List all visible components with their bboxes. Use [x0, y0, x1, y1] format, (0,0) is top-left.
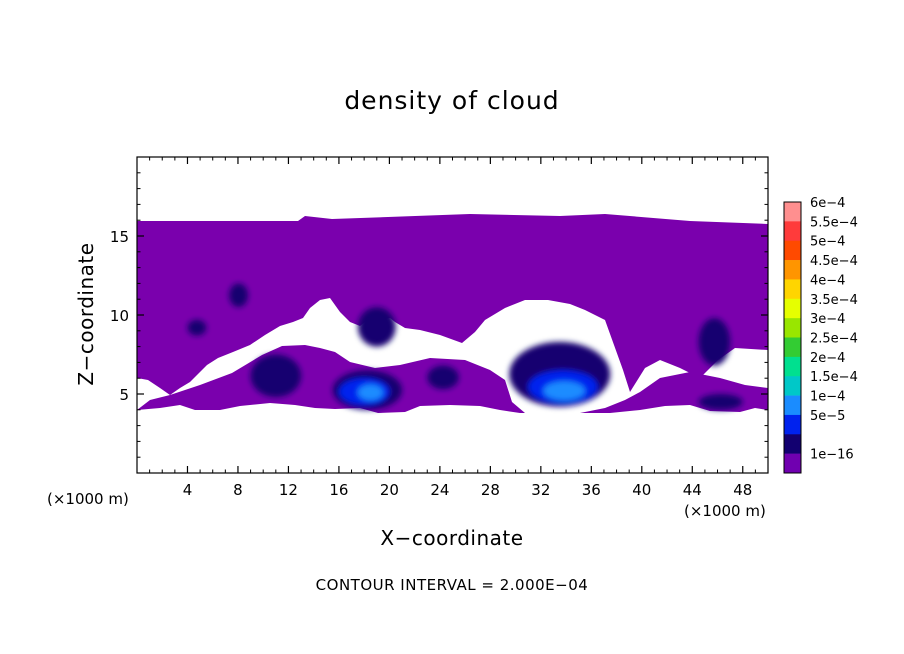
contour-region	[357, 307, 396, 347]
contour-region	[229, 283, 249, 308]
y-tick-label: 15	[110, 228, 129, 246]
colorbar-label: 6e−4	[810, 196, 845, 211]
colorbar-label: 3e−4	[810, 312, 845, 327]
x-unit-label-left: (×1000 m)	[47, 490, 129, 508]
x-axis-label: X−coordinate	[380, 526, 524, 550]
colorbar: 6e−4 5.5e−4 5e−4 4.5e−4 4e−4 3.5e−4 3e−4 2.5e−4…	[783, 196, 858, 474]
colorbar-swatch	[784, 434, 801, 454]
colorbar-swatch	[784, 221, 801, 242]
colorbar-label: 3.5e−4	[810, 293, 858, 308]
x-tick-label: 4	[183, 481, 193, 499]
colorbar-swatch	[784, 318, 801, 338]
x-tick-label: 28	[481, 481, 500, 499]
colorbar-label: 2e−4	[810, 351, 845, 366]
x-tick-label: 32	[531, 481, 550, 499]
colorbar-swatch	[784, 414, 801, 435]
colorbar-swatch	[784, 279, 801, 300]
colorbar-label: 5e−5	[810, 409, 845, 424]
colorbar-label: 5e−4	[810, 235, 845, 250]
y-tick-label: 10	[110, 307, 129, 325]
y-tick-label: 5	[119, 386, 129, 404]
colorbar-swatch	[784, 453, 801, 474]
x-tick-label: 20	[380, 481, 399, 499]
contour-region	[427, 365, 459, 390]
x-tick-label: 40	[632, 481, 651, 499]
contour-interval-note: CONTOUR INTERVAL = 2.000E−04	[315, 576, 589, 594]
x-axis: 4 8 12 16 20 24 28 32 36 40 44 48	[149, 157, 756, 499]
x-tick-label: 8	[233, 481, 243, 499]
colorbar-swatch	[784, 376, 801, 396]
contour-region	[187, 319, 207, 336]
colorbar-swatch	[784, 240, 801, 261]
x-tick-label: 44	[683, 481, 702, 499]
x-tick-label: 12	[279, 481, 298, 499]
colorbar-swatch	[784, 395, 801, 416]
x-tick-label: 16	[329, 481, 348, 499]
contour-region	[543, 381, 586, 401]
plot-area	[137, 214, 768, 413]
colorbar-label: 4e−4	[810, 273, 845, 288]
colorbar-swatch	[784, 260, 801, 280]
x-tick-label: 48	[733, 481, 752, 499]
colorbar-label: 5.5e−4	[810, 215, 858, 230]
colorbar-frame	[783, 201, 802, 474]
x-tick-label: 24	[430, 481, 449, 499]
chart-title: density of cloud	[344, 86, 560, 115]
colorbar-swatch	[784, 298, 801, 319]
colorbar-label: 4.5e−4	[810, 254, 858, 269]
contour-region	[698, 318, 731, 366]
contour-region	[357, 384, 384, 401]
colorbar-label: 2.5e−4	[810, 332, 858, 347]
contour-region	[250, 354, 302, 398]
y-axis-label: Z−coordinate	[74, 242, 98, 386]
x-unit-label-right: (×1000 m)	[684, 502, 766, 520]
colorbar-swatch	[784, 356, 801, 377]
y-axis: 5 10 15	[110, 172, 768, 458]
x-tick-label: 36	[582, 481, 601, 499]
colorbar-swatch	[784, 202, 801, 222]
colorbar-label: 1e−16	[810, 448, 854, 463]
colorbar-label: 1.5e−4	[810, 370, 858, 385]
colorbar-swatch	[784, 337, 801, 358]
contour-region	[698, 394, 743, 410]
colorbar-label: 1e−4	[810, 390, 845, 405]
